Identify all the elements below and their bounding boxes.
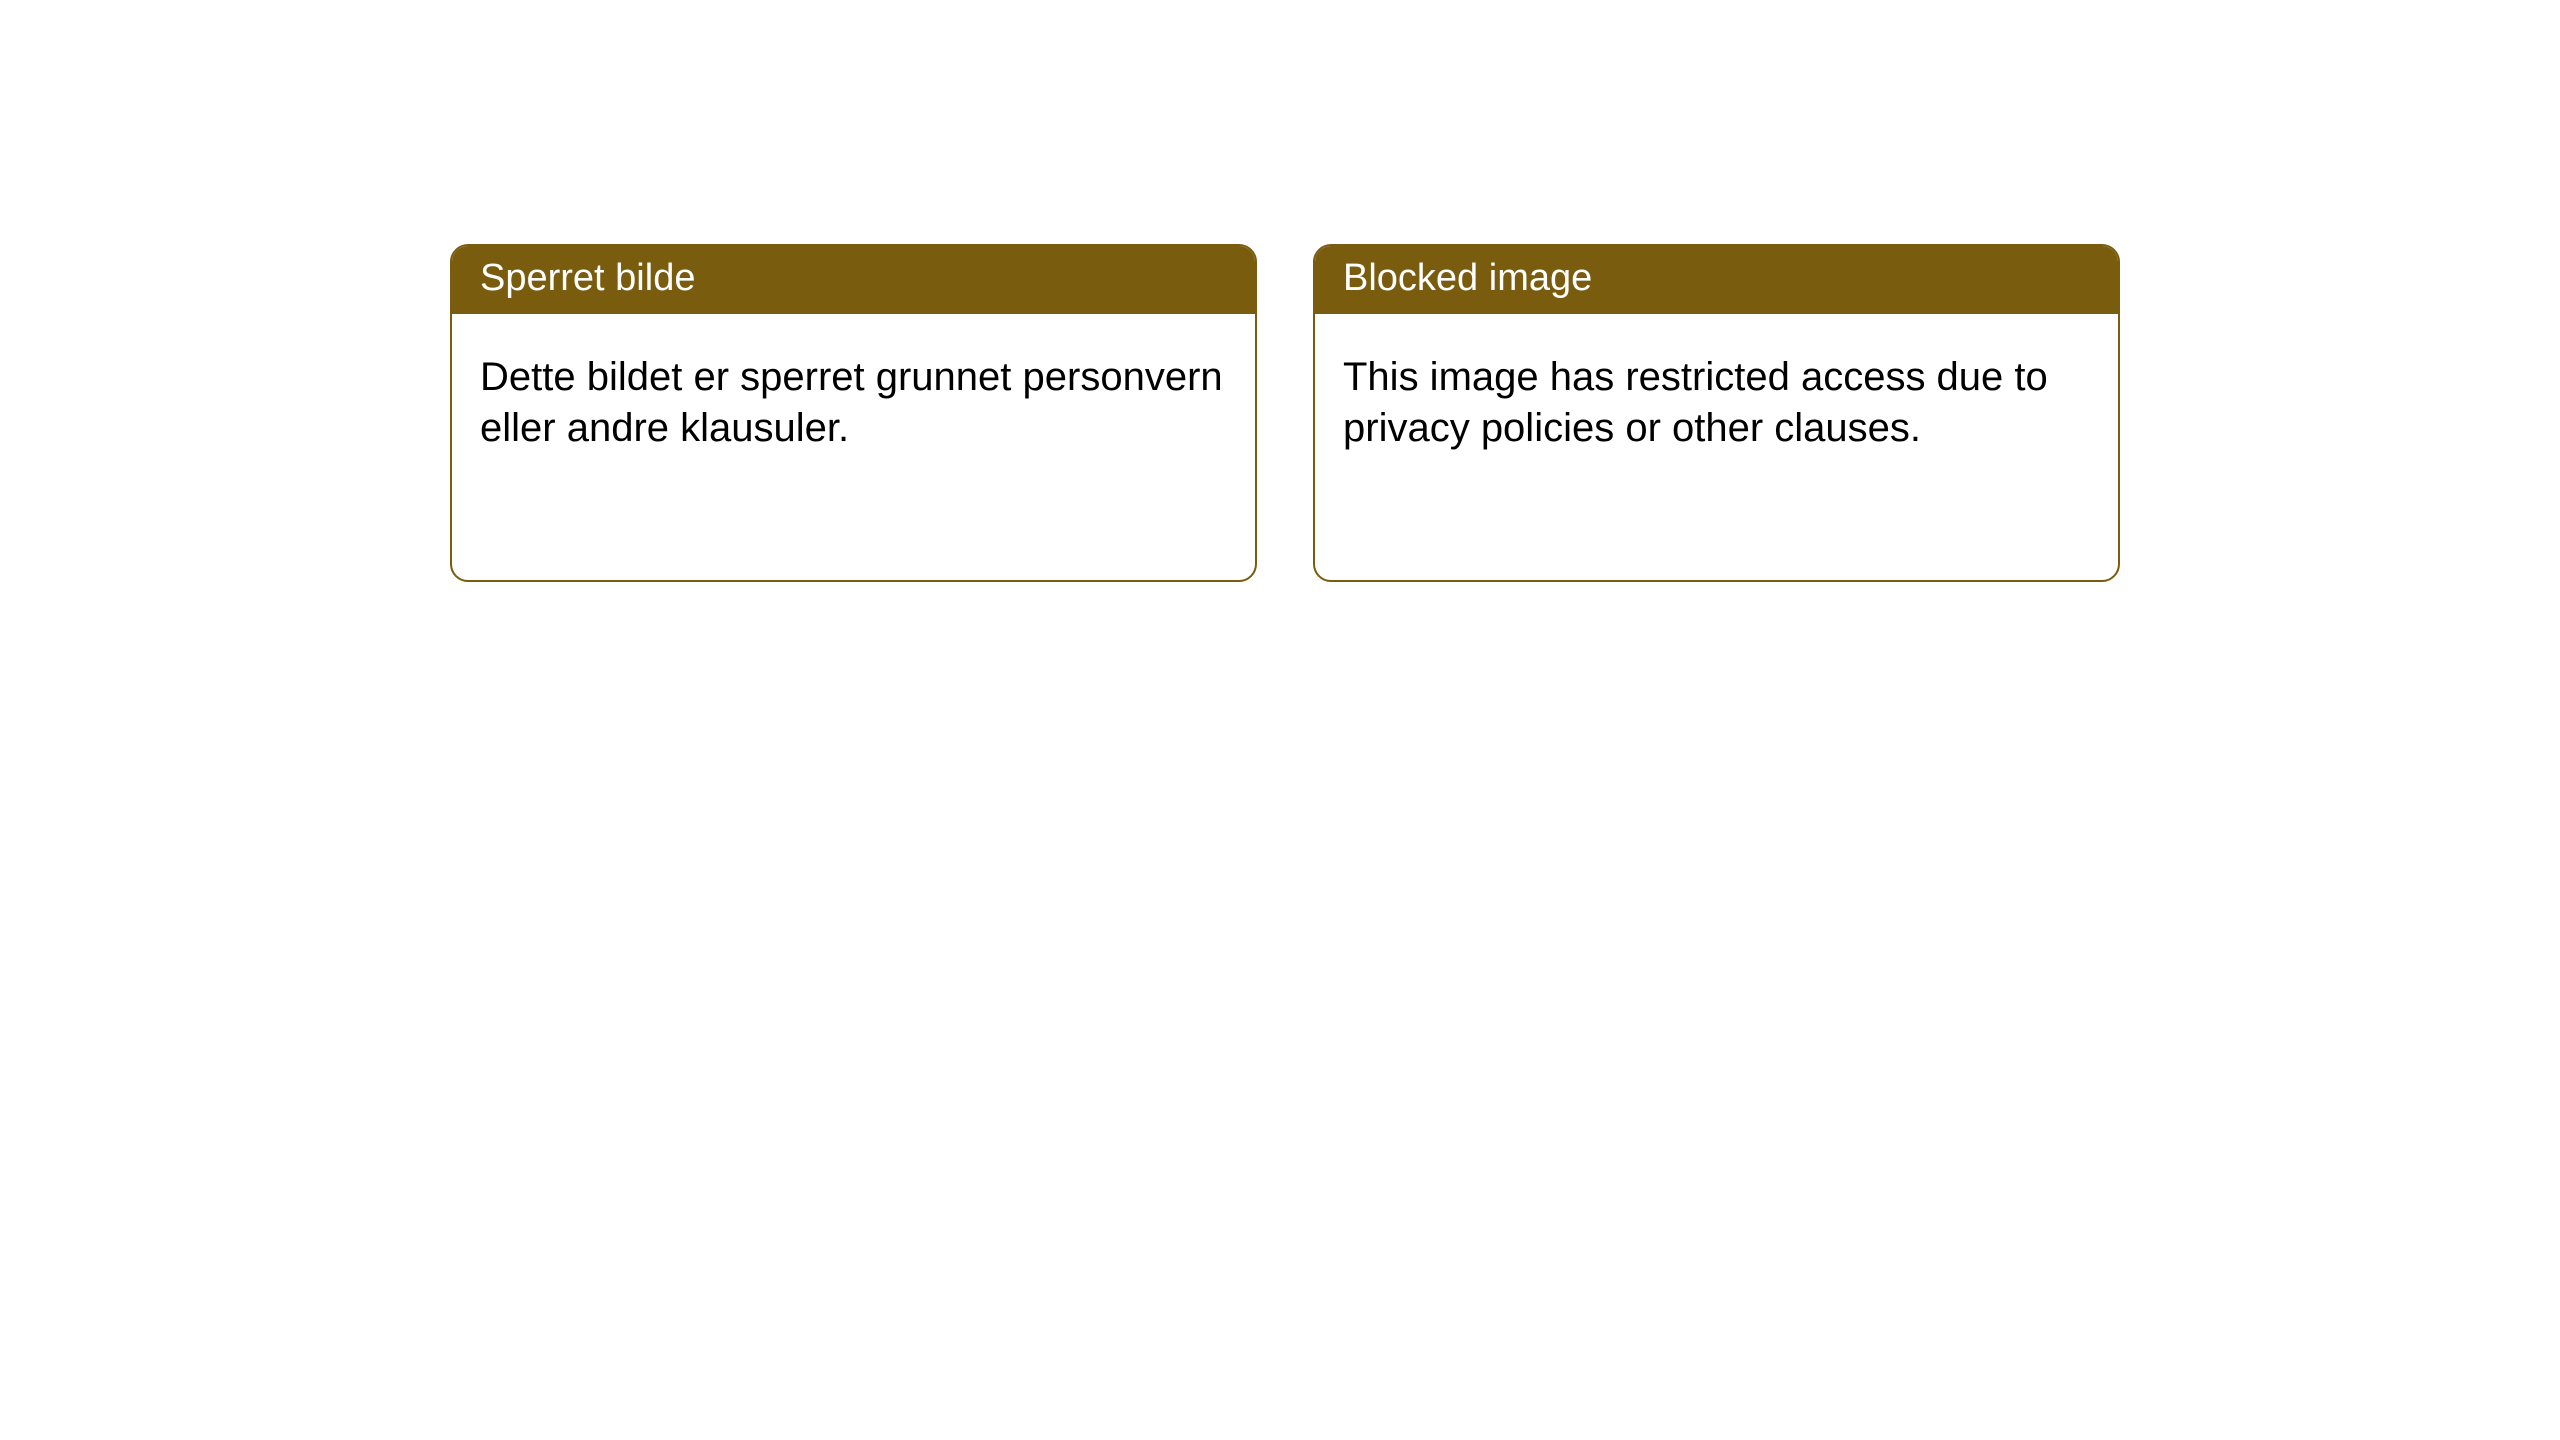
- card-body-no: Dette bildet er sperret grunnet personve…: [452, 314, 1255, 474]
- blocked-image-notice-container: Sperret bilde Dette bildet er sperret gr…: [0, 0, 2560, 582]
- card-header-en: Blocked image: [1315, 246, 2118, 314]
- blocked-image-card-no: Sperret bilde Dette bildet er sperret gr…: [450, 244, 1257, 582]
- card-body-en: This image has restricted access due to …: [1315, 314, 2118, 474]
- card-header-no: Sperret bilde: [452, 246, 1255, 314]
- blocked-image-card-en: Blocked image This image has restricted …: [1313, 244, 2120, 582]
